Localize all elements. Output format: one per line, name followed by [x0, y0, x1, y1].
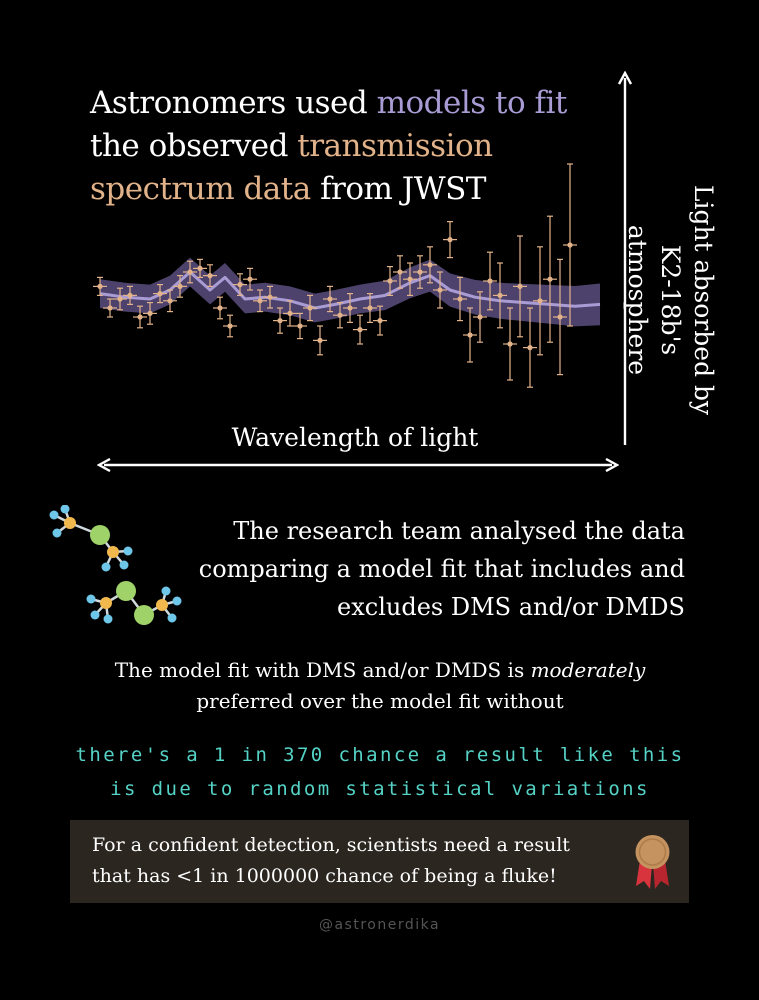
detection-callout: For a confident detection, scientists ne…: [70, 820, 689, 903]
preference-emphasis: moderately: [530, 658, 646, 682]
data-point: [527, 345, 533, 351]
data-point: [137, 314, 143, 320]
chance-text: there's a 1 in 370 chance a result like …: [70, 738, 690, 806]
data-point: [227, 323, 233, 329]
data-point: [387, 278, 393, 284]
data-point: [327, 296, 333, 302]
data-point: [127, 292, 133, 298]
data-point: [277, 318, 283, 324]
molecules-illustration: [49, 505, 182, 625]
headline-highlight-models: models to fit: [376, 85, 568, 121]
model-fit-line: [99, 270, 601, 310]
data-point: [487, 278, 493, 284]
data-point: [307, 305, 313, 311]
data-point: [107, 305, 113, 311]
data-point: [447, 237, 453, 243]
headline-text-2: the observed: [90, 128, 298, 164]
data-point: [467, 332, 473, 338]
data-point: [317, 337, 323, 343]
data-point: [397, 269, 403, 275]
data-point: [157, 291, 163, 297]
data-point: [497, 292, 503, 298]
chance-line-1: there's a 1 in 370 chance a result like …: [75, 744, 685, 766]
data-point: [507, 341, 513, 347]
spectrum-chart: [93, 0, 759, 480]
data-point: [117, 296, 123, 302]
data-point: [517, 283, 523, 289]
model-uncertainty-band: [100, 257, 600, 327]
data-point: [347, 305, 353, 311]
data-point: [367, 305, 373, 311]
headline-highlight-data: transmission spectrum data: [90, 128, 493, 207]
data-point: [147, 310, 153, 316]
data-point: [567, 242, 573, 248]
medal-icon: [635, 835, 670, 889]
data-point: [377, 318, 383, 324]
data-point: [167, 298, 173, 304]
data-point: [547, 276, 553, 282]
analysis-text: The research team analysed the data comp…: [198, 517, 685, 621]
credit-handle: @astronerdika: [318, 917, 441, 933]
data-point: [437, 287, 443, 293]
data-point: [237, 282, 243, 288]
chance-line-2: is due to random statistical variations: [110, 778, 650, 800]
data-point: [457, 296, 463, 302]
data-point: [357, 327, 363, 333]
data-point: [297, 323, 303, 329]
data-point: [217, 305, 223, 311]
data-point: [537, 298, 543, 304]
headline-text-1: Astronomers used: [90, 85, 377, 121]
data-point: [287, 310, 293, 316]
data-point: [417, 269, 423, 275]
data-point: [177, 283, 183, 289]
callout-text: For a confident detection, scientists ne…: [92, 834, 570, 887]
headline: Astronomers used models to fit the obser…: [90, 82, 590, 211]
data-point: [407, 276, 413, 282]
data-point: [187, 269, 193, 275]
data-point: [337, 312, 343, 318]
data-point: [477, 314, 483, 320]
data-point: [427, 262, 433, 268]
y-axis-label: Light absorbed by K2-18b's atmosphere: [623, 184, 718, 416]
preference-text: The model fit with DMS and/or DMDS is mo…: [70, 655, 690, 717]
data-point: [197, 265, 203, 271]
data-point: [207, 273, 213, 279]
preference-text-after: preferred over the model fit without: [196, 689, 564, 713]
preference-text-before: The model fit with DMS and/or DMDS is: [114, 658, 531, 682]
molecule-icon: [86, 581, 182, 625]
data-point: [557, 314, 563, 320]
data-point: [247, 276, 253, 282]
molecule-icon: [49, 505, 133, 572]
x-axis-label: Wavelength of light: [231, 423, 479, 452]
data-point: [97, 283, 103, 289]
data-point: [267, 294, 273, 300]
data-point: [257, 298, 263, 304]
headline-text-3: from JWST: [310, 171, 486, 207]
